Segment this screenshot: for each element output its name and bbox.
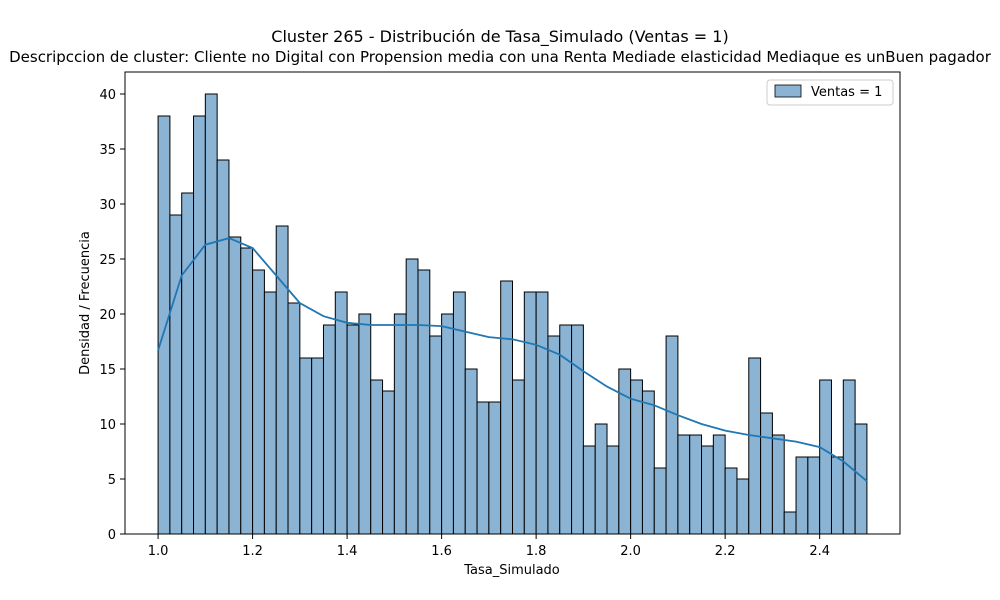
histogram-bar	[535, 291, 549, 535]
histogram-bar	[263, 291, 277, 535]
histogram-bar	[594, 423, 608, 535]
x-tick-label: 1.4	[337, 544, 358, 559]
x-tick-label: 1.2	[242, 544, 263, 559]
histogram-bar	[783, 511, 797, 535]
histogram-bar	[547, 335, 561, 535]
histogram-bar	[630, 379, 643, 535]
y-tick-label: 15	[99, 363, 116, 378]
histogram-bar	[724, 467, 738, 535]
histogram-bar	[441, 313, 454, 535]
histogram-bar	[429, 335, 443, 535]
histogram-bar	[807, 456, 821, 535]
histogram-bar	[252, 269, 265, 535]
histogram-bar	[334, 291, 348, 535]
legend-label: Ventas = 1	[811, 85, 882, 100]
histogram-bar	[169, 214, 183, 535]
x-tick-label: 1.6	[431, 544, 452, 559]
y-tick-label: 5	[108, 473, 116, 488]
histogram-bar	[193, 115, 206, 535]
histogram-bar	[287, 302, 301, 535]
x-tick-label: 2.4	[809, 544, 830, 559]
x-tick-label: 1.8	[526, 544, 547, 559]
x-axis-label: Tasa_Simulado	[463, 563, 560, 578]
y-tick-label: 0	[108, 528, 116, 543]
y-axis-label: Densidad / Frecuencia	[78, 231, 93, 375]
histogram-bar	[228, 236, 242, 535]
histogram-bar	[216, 159, 230, 535]
histogram-bar	[653, 467, 667, 535]
histogram-bar	[204, 93, 218, 535]
y-tick-label: 30	[99, 198, 116, 213]
histogram-bar	[358, 313, 372, 535]
histogram-bar	[830, 456, 844, 535]
histogram-bar	[736, 478, 750, 535]
x-tick-label: 2.2	[715, 544, 736, 559]
histogram-bar	[311, 357, 324, 535]
histogram-bar	[157, 115, 171, 535]
histogram-bar	[842, 379, 856, 535]
histogram-bar	[819, 379, 832, 535]
y-tick-label: 40	[99, 88, 116, 103]
histogram-bar	[452, 291, 466, 535]
histogram-bar	[405, 258, 419, 535]
histogram-bar	[181, 192, 195, 535]
histogram-bar	[701, 445, 714, 535]
histogram-bar	[712, 434, 726, 535]
x-tick-label: 1.0	[148, 544, 169, 559]
histogram-bar	[582, 445, 596, 535]
legend: Ventas = 1	[766, 79, 894, 106]
y-tick-label: 10	[99, 418, 116, 433]
histogram-bars	[157, 93, 868, 535]
histogram-bar	[370, 379, 384, 535]
histogram-bar	[393, 313, 407, 535]
histogram-bar	[464, 368, 478, 535]
y-tick-label: 25	[99, 253, 116, 268]
histogram-bar	[760, 412, 773, 535]
histogram-bar	[665, 335, 679, 535]
histogram-bar	[299, 357, 313, 535]
y-axis-ticks: 0 5 10 15 20 25 30 35 40	[99, 88, 125, 543]
histogram-bar	[275, 225, 289, 535]
x-tick-label: 2.0	[620, 544, 641, 559]
histogram-bar	[476, 401, 490, 535]
y-tick-label: 20	[99, 308, 116, 323]
histogram-bar	[606, 445, 620, 535]
histogram-bar	[641, 390, 655, 535]
histogram-bar	[240, 247, 254, 535]
histogram-bar	[771, 434, 785, 535]
axes-frame	[124, 71, 901, 535]
histogram-bar	[346, 324, 360, 535]
chart-title: Cluster 265 - Distribución de Tasa_Simul…	[271, 27, 729, 46]
histogram-bar	[322, 324, 336, 535]
histogram-bar	[512, 379, 525, 535]
histogram-bar	[500, 280, 513, 535]
histogram-bar	[748, 357, 762, 535]
histogram-bar	[795, 456, 809, 535]
chart-subtitle: Descripccion de cluster: Cliente no Digi…	[9, 48, 991, 66]
x-axis-ticks: 1.0 1.2 1.4 1.6 1.8 2.0 2.2 2.4	[148, 534, 830, 559]
histogram-bar	[523, 291, 537, 535]
histogram-bar	[488, 401, 502, 535]
histogram-bar	[382, 390, 395, 535]
histogram-bar	[571, 324, 584, 535]
y-tick-label: 35	[99, 143, 116, 158]
histogram-bar	[677, 434, 691, 535]
legend-swatch	[774, 84, 802, 98]
kde-line	[157, 237, 868, 482]
histogram-bar	[417, 269, 431, 535]
histogram-bar	[689, 434, 703, 535]
